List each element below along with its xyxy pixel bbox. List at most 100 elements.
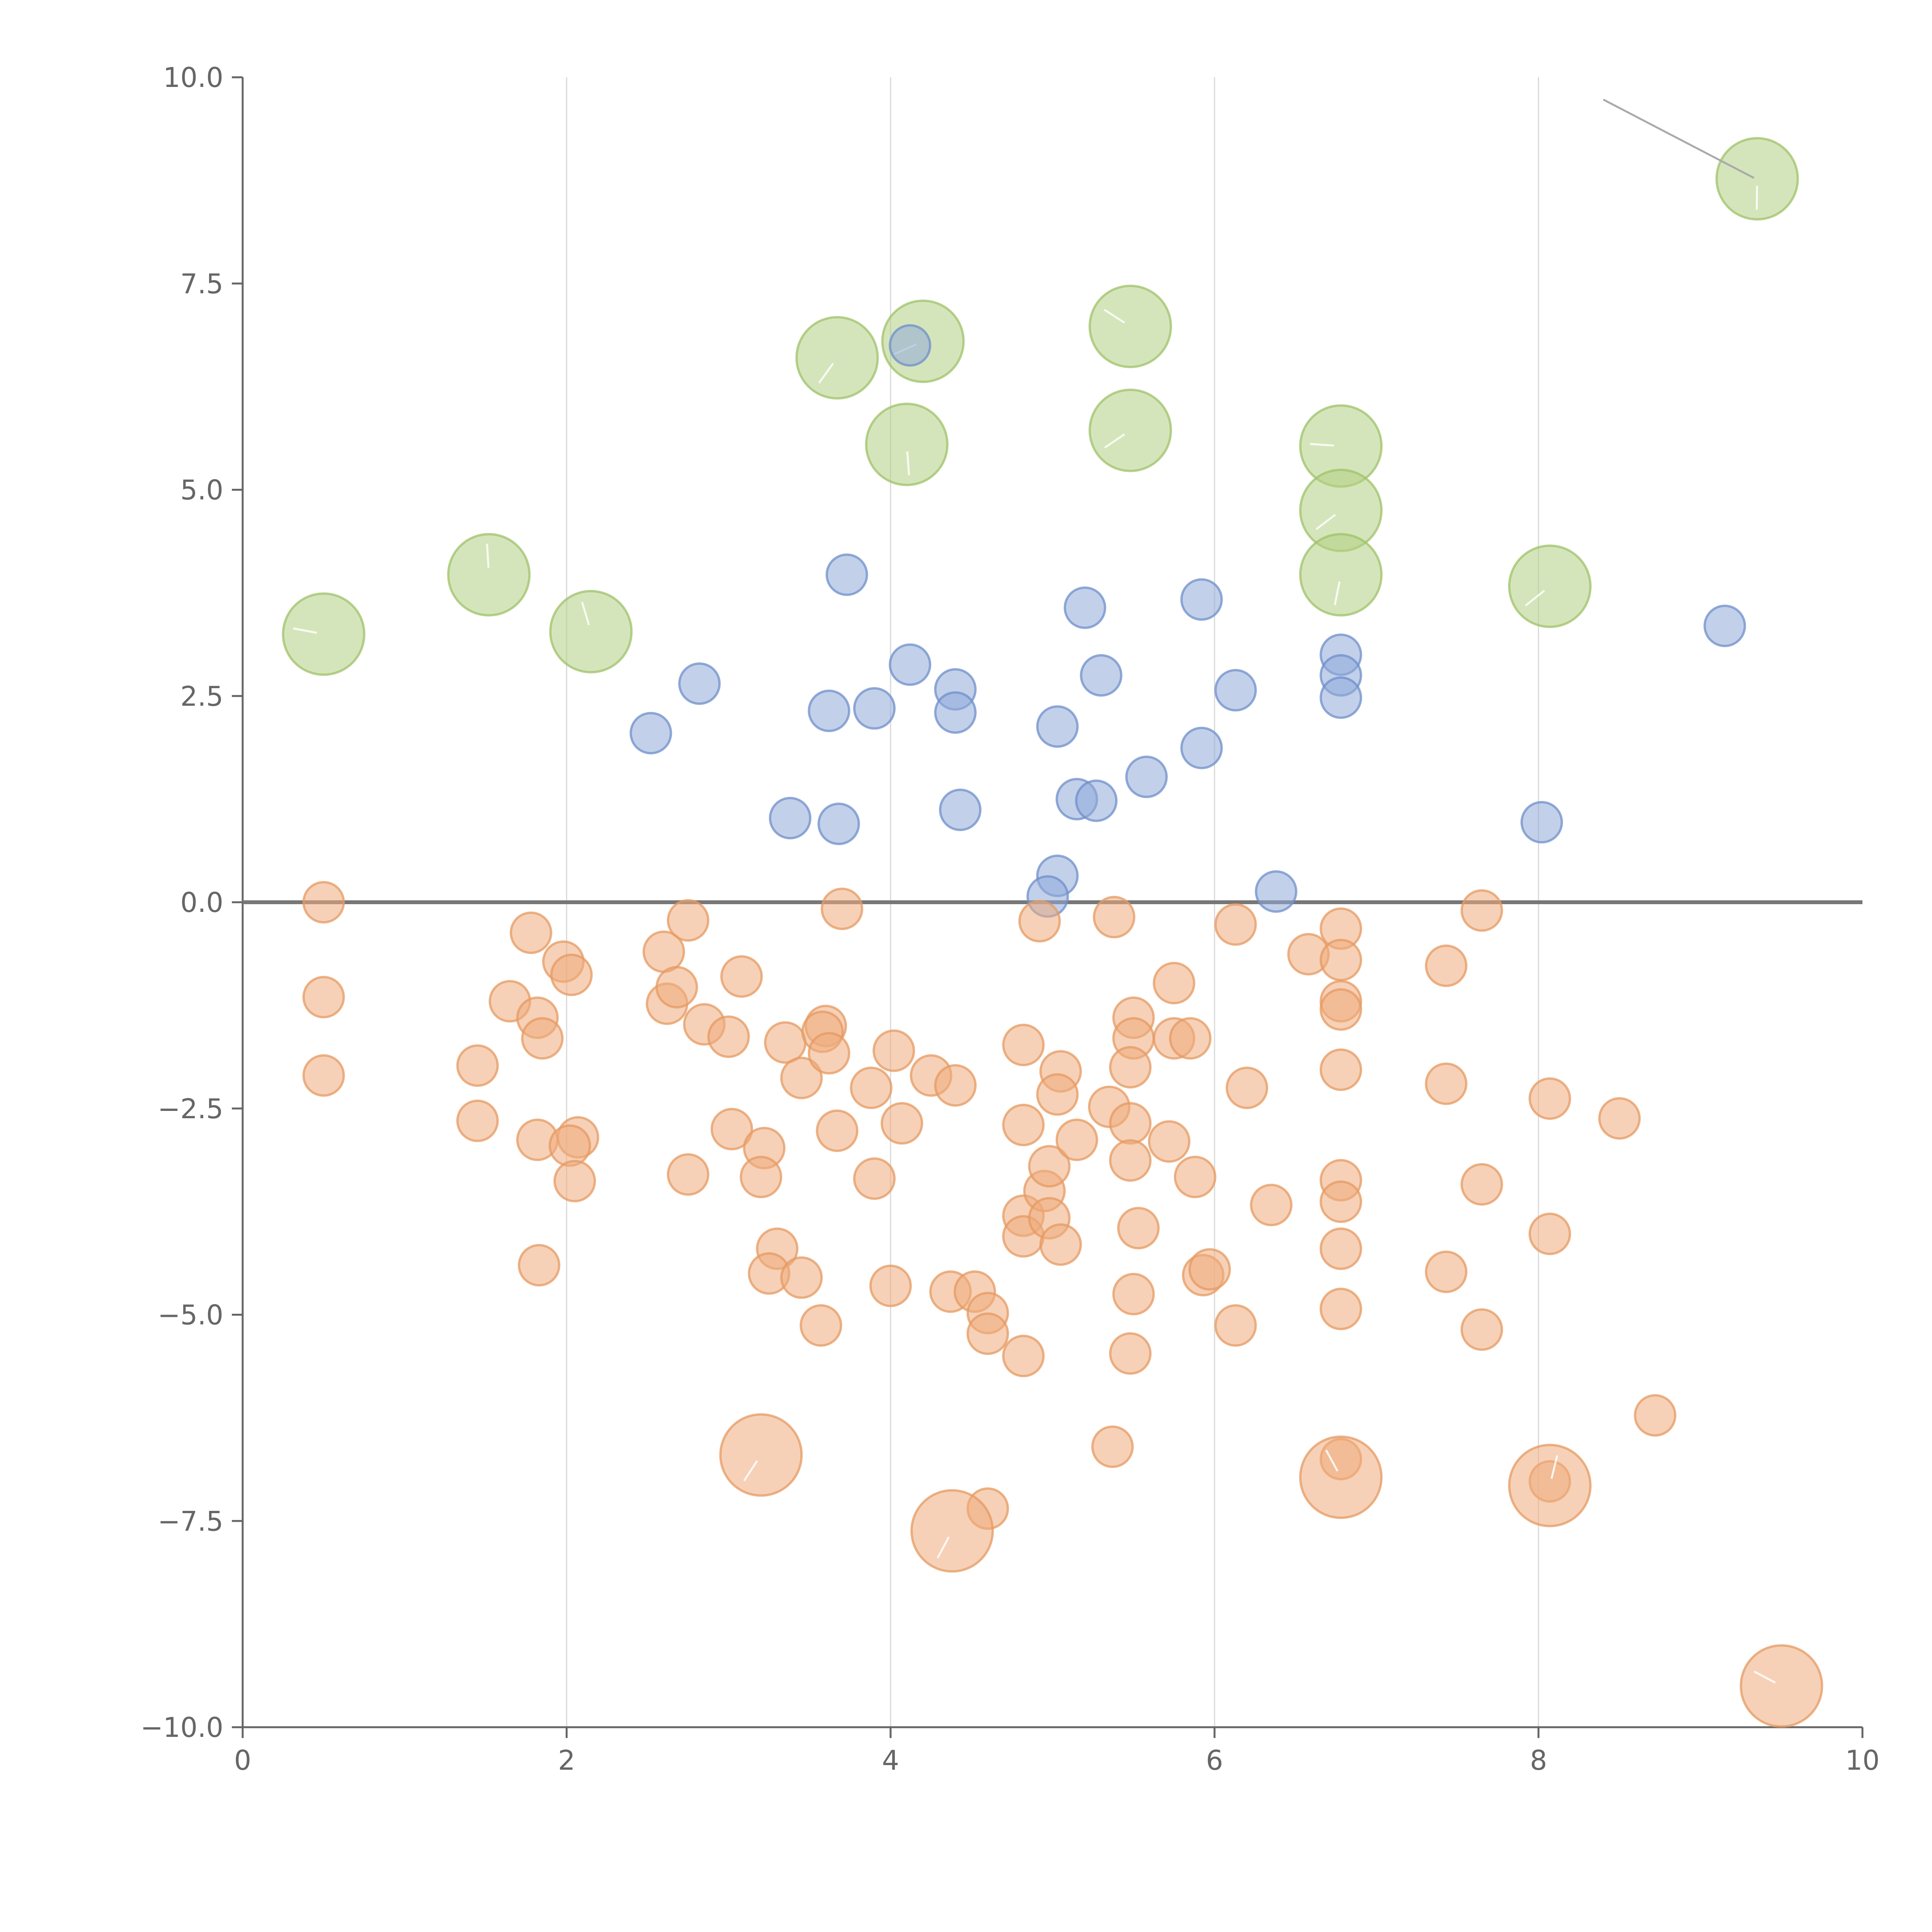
bubble-point xyxy=(1148,1120,1190,1163)
bubble-leader-line xyxy=(581,602,590,626)
bubble-point xyxy=(1075,779,1118,822)
bubble-point xyxy=(817,803,860,845)
bubble-leader-line xyxy=(1550,1455,1558,1479)
bubble-point xyxy=(1088,388,1172,472)
bubble-point xyxy=(1112,1273,1155,1316)
x-tick-label: 4 xyxy=(882,1745,900,1776)
bubble-leader-line xyxy=(1325,1449,1338,1472)
annotation-layer xyxy=(1603,99,1755,179)
bubble-point xyxy=(1055,1118,1098,1161)
bubble-point xyxy=(1299,533,1383,617)
bubble-point xyxy=(1173,1155,1216,1198)
bubble-point xyxy=(808,1032,850,1075)
bubble-point xyxy=(799,1304,842,1347)
bubble-point xyxy=(282,592,366,676)
bubble-point xyxy=(1425,1250,1468,1293)
bubble-leader-line xyxy=(743,1460,758,1481)
bubble-point xyxy=(1634,1394,1677,1437)
bubble-leader-line xyxy=(818,363,834,384)
bubble-point xyxy=(553,1160,596,1202)
bubble-point xyxy=(1598,1097,1641,1140)
bubble-point xyxy=(1214,669,1257,712)
bubble-leader-line xyxy=(937,1536,950,1559)
bubble-point xyxy=(1320,1287,1362,1330)
x-tick-label: 0 xyxy=(234,1745,252,1776)
bubble-point xyxy=(629,712,672,755)
series-orange-large xyxy=(719,1413,1823,1728)
bubble-point xyxy=(1320,1180,1362,1223)
bubble-point xyxy=(1715,137,1799,221)
bubble-point xyxy=(1109,1139,1152,1182)
bubble-point xyxy=(1180,726,1223,769)
bubble-point xyxy=(1425,1062,1468,1105)
bubble-point xyxy=(1320,988,1362,1031)
bubble-point xyxy=(910,1489,994,1573)
bubble-point xyxy=(1214,1304,1257,1347)
bubble-leader-line xyxy=(1104,309,1125,324)
series-green xyxy=(282,137,1799,676)
bubble-leader-line xyxy=(1525,590,1545,606)
y-tick-label: −10.0 xyxy=(140,1712,223,1743)
bubble-point xyxy=(1320,1048,1362,1091)
bubble-point xyxy=(1093,896,1136,939)
bubble-point xyxy=(1528,1213,1571,1255)
bubble-point xyxy=(1109,1046,1152,1088)
bubble-point xyxy=(1109,1332,1152,1375)
bubble-point xyxy=(1320,939,1362,981)
bubble-layer xyxy=(282,137,1823,1728)
bubble-point xyxy=(1063,586,1106,629)
series-orange xyxy=(302,881,1677,1530)
y-tick-label: 5.0 xyxy=(180,474,223,506)
bubble-point xyxy=(939,788,982,831)
bubble-point xyxy=(966,1312,1009,1355)
y-tick-label: −5.0 xyxy=(158,1299,223,1331)
bubble-point xyxy=(1002,1024,1045,1066)
bubble-point xyxy=(456,1099,499,1142)
bubble-point xyxy=(1255,870,1298,913)
bubble-point xyxy=(510,911,553,954)
bubble-point xyxy=(1299,1435,1383,1519)
bubble-point xyxy=(1169,1017,1212,1060)
bubble-point xyxy=(1036,1073,1079,1116)
bubble-point xyxy=(1703,604,1746,647)
bubble-point xyxy=(1125,755,1168,798)
bubble-point xyxy=(667,1153,709,1196)
bubble-point xyxy=(853,687,896,730)
y-tick-label: 7.5 xyxy=(180,268,223,300)
bubble-point xyxy=(1226,1066,1269,1109)
bubble-point xyxy=(769,797,811,840)
annotation-line xyxy=(1603,99,1755,179)
bubble-point xyxy=(521,1017,564,1060)
bubble-point xyxy=(1088,284,1172,368)
bubble-point xyxy=(302,881,345,923)
bubble-point xyxy=(764,1021,807,1064)
bubble-point xyxy=(881,1102,923,1145)
bubble-point xyxy=(1039,1223,1082,1266)
bubble-point xyxy=(872,1029,915,1072)
bubble-point xyxy=(1018,900,1061,943)
bubble-point xyxy=(850,1066,893,1109)
bubble-point xyxy=(795,316,879,400)
bubble-point xyxy=(889,643,932,686)
bubble-point xyxy=(456,1044,499,1087)
bubble-leader-line xyxy=(1753,1670,1776,1684)
bubble-point xyxy=(1460,1308,1503,1351)
bubble-leader-line xyxy=(486,544,490,568)
bubble-point xyxy=(1036,705,1079,748)
x-tick-label: 8 xyxy=(1530,1745,1547,1776)
bubble-point xyxy=(1508,1444,1592,1527)
y-tick-label: −2.5 xyxy=(158,1093,223,1125)
bubble-point xyxy=(1528,1077,1571,1120)
bubble-point xyxy=(889,324,932,367)
bubble-point xyxy=(816,1109,859,1152)
x-tick-label: 6 xyxy=(1206,1745,1223,1776)
bubble-point xyxy=(1320,676,1362,719)
bubble-leader-line xyxy=(1316,514,1336,530)
bubble-point xyxy=(808,689,850,732)
bubble-point xyxy=(934,1064,977,1107)
bubble-point xyxy=(1109,1102,1152,1145)
bubble-point xyxy=(720,955,763,998)
bubble-point xyxy=(1250,1184,1293,1226)
series-blue xyxy=(629,324,1746,918)
bubble-point xyxy=(825,553,868,596)
